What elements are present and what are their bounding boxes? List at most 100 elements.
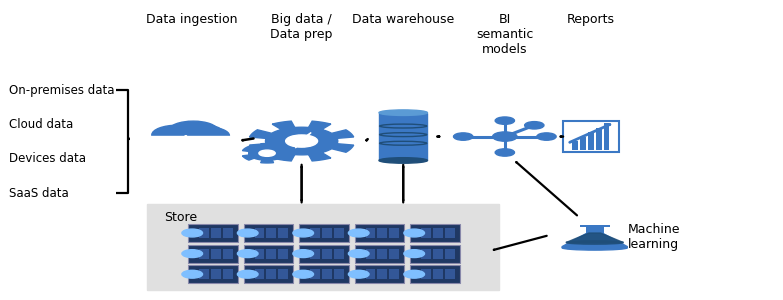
FancyBboxPatch shape	[580, 136, 586, 150]
Text: BI
semantic
models: BI semantic models	[476, 13, 533, 56]
FancyBboxPatch shape	[199, 269, 209, 279]
FancyBboxPatch shape	[377, 228, 388, 238]
FancyBboxPatch shape	[379, 113, 428, 160]
FancyBboxPatch shape	[254, 228, 265, 238]
FancyBboxPatch shape	[355, 224, 404, 242]
FancyBboxPatch shape	[244, 265, 293, 283]
FancyBboxPatch shape	[586, 225, 604, 234]
Text: Data ingestion: Data ingestion	[146, 13, 238, 26]
FancyBboxPatch shape	[377, 249, 388, 259]
FancyBboxPatch shape	[299, 265, 348, 283]
Text: Store: Store	[164, 211, 197, 224]
Polygon shape	[250, 121, 354, 161]
Circle shape	[404, 250, 424, 258]
Circle shape	[286, 135, 318, 147]
FancyBboxPatch shape	[299, 224, 348, 242]
Circle shape	[259, 150, 276, 156]
FancyBboxPatch shape	[334, 228, 344, 238]
FancyBboxPatch shape	[421, 228, 431, 238]
FancyBboxPatch shape	[188, 245, 237, 262]
Polygon shape	[243, 143, 292, 163]
FancyBboxPatch shape	[433, 228, 442, 238]
Text: Reports: Reports	[567, 13, 615, 26]
Ellipse shape	[566, 241, 623, 244]
Circle shape	[348, 250, 369, 258]
FancyBboxPatch shape	[266, 269, 276, 279]
Circle shape	[493, 132, 517, 141]
FancyBboxPatch shape	[366, 249, 375, 259]
Circle shape	[182, 125, 223, 140]
Circle shape	[185, 127, 229, 144]
Circle shape	[495, 149, 514, 156]
Text: On-premises data: On-premises data	[9, 84, 114, 97]
Circle shape	[404, 270, 424, 278]
Circle shape	[182, 250, 203, 258]
FancyBboxPatch shape	[222, 269, 233, 279]
Ellipse shape	[562, 245, 627, 250]
FancyBboxPatch shape	[322, 269, 332, 279]
FancyBboxPatch shape	[322, 228, 332, 238]
FancyBboxPatch shape	[211, 228, 221, 238]
FancyBboxPatch shape	[410, 245, 460, 262]
Circle shape	[495, 117, 514, 124]
FancyBboxPatch shape	[355, 265, 404, 283]
Text: Machine
learning: Machine learning	[627, 223, 680, 250]
FancyBboxPatch shape	[244, 224, 293, 242]
Circle shape	[169, 121, 218, 140]
FancyBboxPatch shape	[278, 249, 288, 259]
Circle shape	[293, 250, 313, 258]
FancyBboxPatch shape	[579, 225, 610, 227]
FancyBboxPatch shape	[588, 132, 594, 150]
FancyBboxPatch shape	[188, 224, 237, 242]
FancyBboxPatch shape	[278, 269, 288, 279]
FancyBboxPatch shape	[445, 249, 455, 259]
FancyBboxPatch shape	[266, 249, 276, 259]
FancyBboxPatch shape	[366, 269, 375, 279]
FancyBboxPatch shape	[254, 269, 265, 279]
FancyBboxPatch shape	[433, 249, 442, 259]
Circle shape	[182, 229, 203, 237]
FancyBboxPatch shape	[421, 269, 431, 279]
Text: SaaS data: SaaS data	[9, 187, 68, 200]
FancyBboxPatch shape	[322, 249, 332, 259]
Text: Devices data: Devices data	[9, 152, 85, 166]
Circle shape	[525, 122, 544, 129]
Circle shape	[152, 125, 203, 145]
FancyBboxPatch shape	[410, 265, 460, 283]
FancyBboxPatch shape	[410, 224, 460, 242]
Circle shape	[237, 250, 258, 258]
FancyBboxPatch shape	[310, 249, 320, 259]
Text: Data warehouse: Data warehouse	[352, 13, 454, 26]
FancyBboxPatch shape	[299, 245, 348, 262]
FancyBboxPatch shape	[147, 204, 500, 290]
Circle shape	[293, 270, 313, 278]
FancyBboxPatch shape	[355, 245, 404, 262]
FancyBboxPatch shape	[188, 265, 237, 283]
Text: Big data /
Data prep: Big data / Data prep	[270, 13, 333, 40]
FancyBboxPatch shape	[445, 228, 455, 238]
Circle shape	[348, 229, 369, 237]
FancyBboxPatch shape	[604, 123, 609, 150]
FancyBboxPatch shape	[310, 228, 320, 238]
FancyBboxPatch shape	[563, 121, 619, 152]
Circle shape	[182, 270, 203, 278]
FancyBboxPatch shape	[254, 249, 265, 259]
FancyBboxPatch shape	[334, 269, 344, 279]
Circle shape	[453, 133, 473, 140]
FancyBboxPatch shape	[389, 249, 399, 259]
Circle shape	[237, 270, 258, 278]
FancyBboxPatch shape	[199, 249, 209, 259]
FancyBboxPatch shape	[310, 269, 320, 279]
Polygon shape	[566, 233, 623, 242]
FancyBboxPatch shape	[222, 228, 233, 238]
Polygon shape	[295, 133, 311, 148]
Circle shape	[348, 270, 369, 278]
FancyBboxPatch shape	[572, 141, 578, 150]
FancyBboxPatch shape	[199, 228, 209, 238]
FancyBboxPatch shape	[222, 249, 233, 259]
FancyBboxPatch shape	[147, 136, 237, 149]
FancyBboxPatch shape	[266, 228, 276, 238]
FancyBboxPatch shape	[244, 245, 293, 262]
FancyBboxPatch shape	[445, 269, 455, 279]
Ellipse shape	[379, 158, 428, 163]
